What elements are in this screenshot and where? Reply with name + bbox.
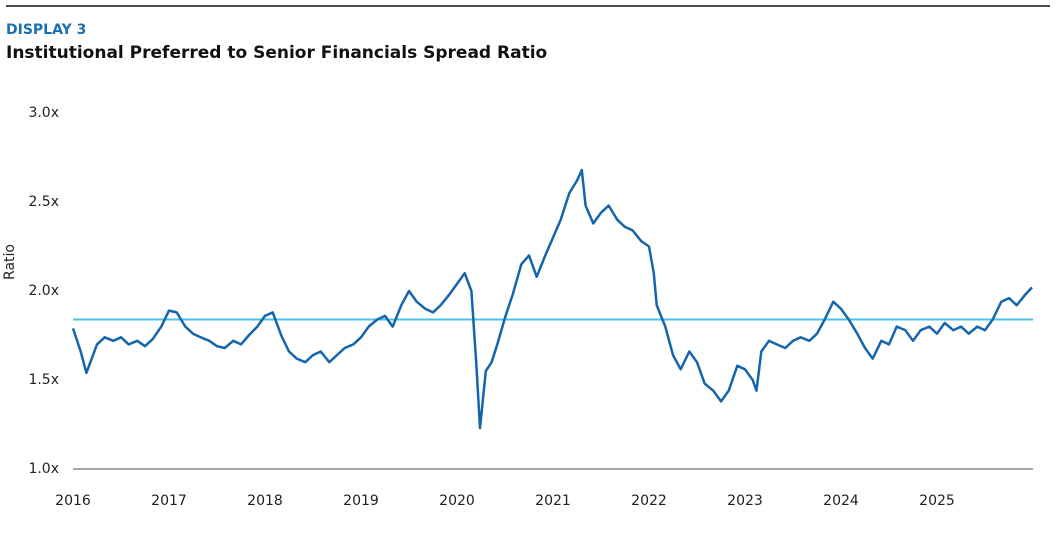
x-tick-label: 2016 bbox=[55, 493, 91, 509]
x-tick-label: 2019 bbox=[343, 493, 379, 509]
y-tick-label: 1.0x bbox=[28, 461, 59, 477]
x-tick-label: 2023 bbox=[727, 493, 763, 509]
x-tick-label: 2024 bbox=[823, 493, 859, 509]
y-tick-label: 1.5x bbox=[28, 372, 59, 388]
chart-title: Institutional Preferred to Senior Financ… bbox=[6, 43, 547, 63]
chart-label: DISPLAY 3 bbox=[6, 22, 86, 38]
x-tick-label: 2017 bbox=[151, 493, 187, 509]
y-tick-label: 2.5x bbox=[28, 194, 59, 210]
x-tick-label: 2022 bbox=[631, 493, 667, 509]
x-tick-label: 2021 bbox=[535, 493, 571, 509]
x-tick-label: 2020 bbox=[439, 493, 475, 509]
x-tick-label: 2025 bbox=[919, 493, 955, 509]
y-axis-label: Ratio bbox=[2, 244, 18, 280]
data-line bbox=[71, 168, 1033, 430]
y-tick-label: 3.0x bbox=[28, 105, 59, 121]
x-tick-label: 2018 bbox=[247, 493, 283, 509]
y-tick-label: 2.0x bbox=[28, 283, 59, 299]
